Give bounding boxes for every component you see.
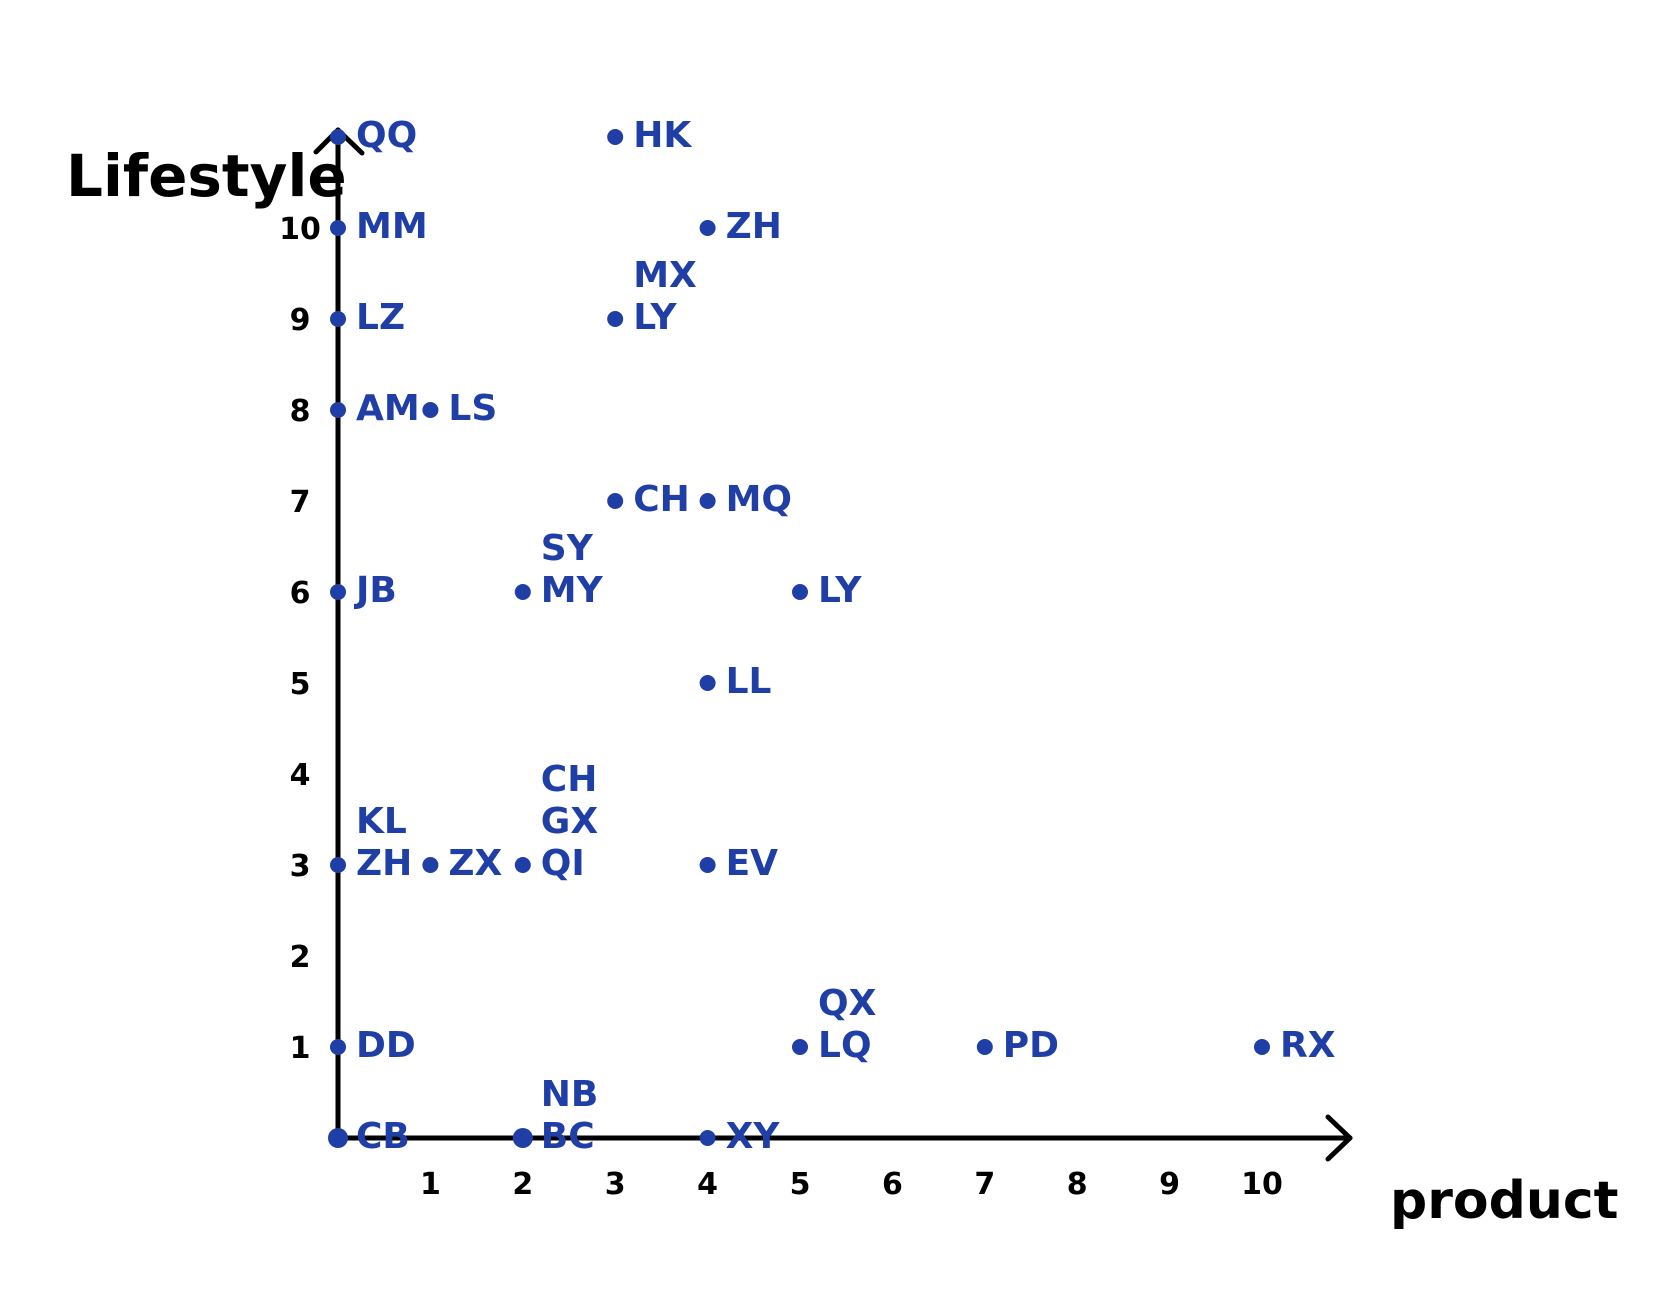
y-tick-label-9: 9 <box>290 303 311 338</box>
data-point-ch <box>607 493 624 509</box>
data-point-sy-my <box>514 584 531 600</box>
data-point-rx <box>1254 1039 1270 1055</box>
x-tick-label-9: 9 <box>1159 1167 1180 1202</box>
point-label-zx: ZX <box>448 843 502 884</box>
x-tick-label-7: 7 <box>974 1167 995 1202</box>
data-point-mx-ly <box>607 311 624 327</box>
data-point-am <box>330 402 346 418</box>
data-point-ch-gx-qi <box>514 857 531 873</box>
data-point-ly <box>792 584 808 600</box>
point-label-ll: LL <box>726 661 772 702</box>
y-tick-label-5: 5 <box>290 667 311 702</box>
x-tick-label-6: 6 <box>882 1167 903 1202</box>
point-label-xy: XY <box>726 1116 781 1157</box>
point-label-dd: DD <box>356 1025 416 1066</box>
point-label-lz: LZ <box>356 297 405 338</box>
y-tick-label-10: 10 <box>279 212 321 247</box>
data-point-mm <box>330 220 346 236</box>
point-label-qx: QX <box>818 983 877 1024</box>
point-label-qi: QI <box>541 843 585 884</box>
point-label-gx: GX <box>541 801 599 842</box>
point-label-qq: QQ <box>356 115 417 156</box>
x-tick-label-5: 5 <box>790 1167 811 1202</box>
point-label-lq: LQ <box>818 1025 872 1066</box>
point-label-nb: NB <box>541 1074 599 1115</box>
data-point-mq <box>699 493 716 509</box>
x-tick-label-4: 4 <box>697 1167 718 1202</box>
data-point-kl-zh <box>330 857 346 873</box>
point-label-mx: MX <box>633 255 697 296</box>
point-label-ch: CH <box>541 759 598 800</box>
x-axis-arrow <box>1325 1114 1353 1162</box>
y-tick-label-7: 7 <box>290 485 311 520</box>
data-point-ls <box>422 402 439 418</box>
point-label-zh: ZH <box>726 206 782 247</box>
y-tick-labels: 1 2 3 4 5 6 7 8 9 10 <box>279 212 321 1066</box>
point-label-hk: HK <box>633 115 692 156</box>
point-label-rx: RX <box>1280 1025 1336 1066</box>
x-tick-label-3: 3 <box>605 1167 626 1202</box>
point-label-ly: LY <box>818 570 862 611</box>
data-point-lz <box>330 311 346 327</box>
point-label-ch: CH <box>633 479 690 520</box>
x-tick-label-8: 8 <box>1067 1167 1088 1202</box>
point-label-kl: KL <box>356 801 407 842</box>
y-tick-label-4: 4 <box>290 758 311 793</box>
data-point-qq <box>330 129 346 145</box>
axes <box>313 127 1353 1162</box>
data-point-qx-lq <box>792 1039 808 1055</box>
point-label-ls: LS <box>448 388 497 429</box>
data-point-cb <box>328 1128 348 1148</box>
y-tick-label-2: 2 <box>290 940 311 975</box>
data-point-jb <box>330 584 346 600</box>
point-label-cb: CB <box>356 1116 410 1157</box>
data-point-zx <box>422 857 439 873</box>
point-label-mm: MM <box>356 206 428 247</box>
point-label-am: AM <box>356 388 420 429</box>
y-tick-label-8: 8 <box>290 394 311 429</box>
point-label-mq: MQ <box>726 479 792 520</box>
y-axis-title: Lifestyle <box>66 142 347 210</box>
point-label-jb: JB <box>353 570 397 611</box>
data-point-hk <box>607 129 624 145</box>
data-point-dd <box>330 1039 346 1055</box>
data-point-xy <box>699 1130 716 1146</box>
y-tick-label-3: 3 <box>290 849 311 884</box>
point-label-bc: BC <box>541 1116 595 1157</box>
data-point-zh <box>699 220 716 236</box>
x-tick-label-1: 1 <box>420 1167 441 1202</box>
x-tick-labels: 1 2 3 4 5 6 7 8 9 10 <box>420 1167 1283 1202</box>
data-point-ev <box>699 857 716 873</box>
point-label-my: MY <box>541 570 604 611</box>
x-axis-title: product <box>1390 1171 1619 1231</box>
point-label-sy: SY <box>541 528 594 569</box>
y-tick-label-6: 6 <box>290 576 311 611</box>
point-label-ly: LY <box>633 297 677 338</box>
data-point-pd <box>976 1039 993 1055</box>
point-label-pd: PD <box>1003 1025 1059 1066</box>
x-tick-label-10: 10 <box>1241 1167 1283 1202</box>
data-point-nb-bc <box>512 1128 533 1148</box>
data-point-ll <box>699 675 716 691</box>
x-tick-label-2: 2 <box>512 1167 533 1202</box>
point-label-zh: ZH <box>356 843 412 884</box>
point-label-ev: EV <box>726 843 779 884</box>
y-tick-label-1: 1 <box>290 1031 311 1066</box>
